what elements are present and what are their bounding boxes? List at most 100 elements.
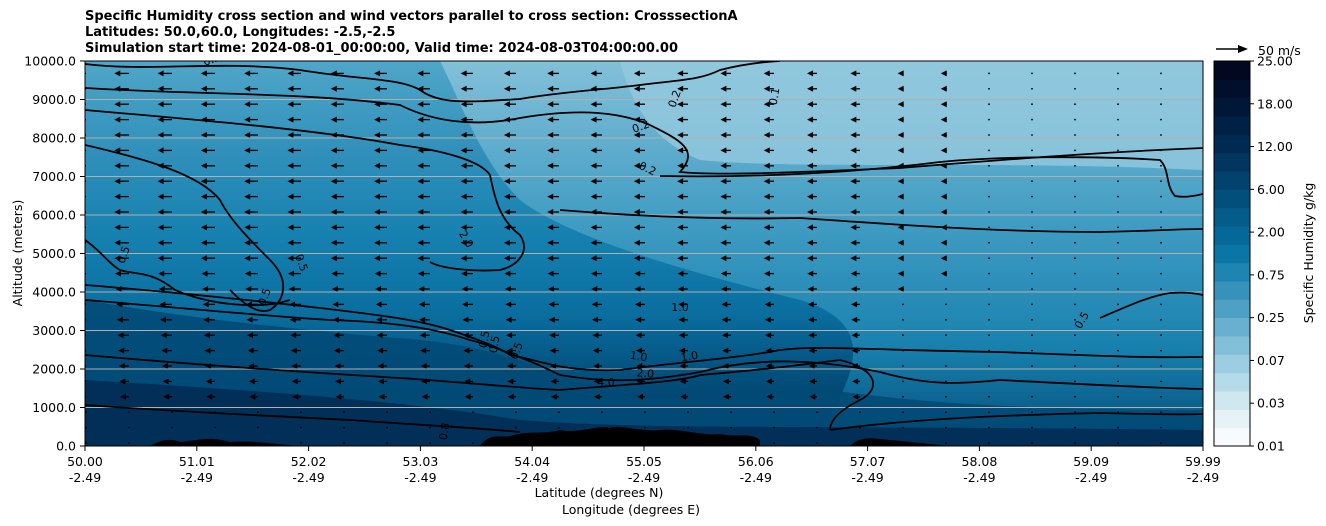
wind-vector — [1074, 241, 1076, 244]
wind-vector-head — [202, 301, 209, 308]
wind-vector — [1074, 257, 1076, 260]
wind-vector-head — [503, 147, 510, 154]
wind-vector-head — [590, 178, 597, 185]
wind-vector-head — [200, 255, 207, 262]
wind-vector — [558, 426, 560, 429]
wind-vector-head — [807, 239, 814, 246]
wind-vector — [1117, 395, 1119, 398]
wind-vector — [1117, 349, 1119, 352]
wind-vector — [1117, 365, 1119, 367]
wind-vector-head — [807, 301, 814, 308]
wind-vector-head — [330, 178, 337, 185]
wind-vector-head — [287, 239, 294, 246]
wind-vector-head — [850, 162, 857, 169]
wind-vector-head — [807, 85, 814, 92]
wind-vector-head — [76, 378, 82, 384]
colorbar-band — [1214, 427, 1250, 447]
wind-vector-head — [590, 147, 597, 154]
wind-vector — [1031, 395, 1033, 398]
wind-vector-head — [77, 394, 83, 400]
wind-vector — [171, 426, 173, 429]
wind-vector-head — [807, 270, 814, 277]
wind-vector-head — [763, 178, 770, 185]
wind-vector-head — [157, 209, 164, 215]
wind-vector — [1074, 288, 1076, 290]
wind-vector — [902, 365, 904, 367]
x-tick-label-longitude: -2.49 — [1075, 470, 1107, 485]
wind-vector-head — [334, 363, 341, 369]
wind-vector-head — [374, 209, 381, 215]
wind-vector-head — [157, 132, 164, 138]
wind-vector-head — [160, 332, 167, 339]
wind-vector-head — [720, 85, 727, 92]
wind-vector — [429, 442, 431, 444]
wind-vector-head — [807, 286, 814, 292]
wind-vector — [1031, 195, 1033, 198]
wind-vector-head — [374, 270, 381, 277]
wind-vector-head — [118, 347, 125, 354]
wind-vector-head — [591, 286, 598, 292]
wind-vector — [988, 149, 990, 152]
wind-vector-head — [330, 255, 337, 262]
wind-vector-head — [244, 85, 251, 92]
wind-vector-head — [850, 255, 857, 262]
wind-vector — [902, 318, 904, 321]
wind-vector — [601, 411, 603, 414]
wind-vector-head — [850, 209, 857, 215]
wind-vector-head — [635, 332, 642, 339]
wind-vector-head — [460, 178, 467, 185]
wind-vector-head — [808, 363, 815, 369]
wind-vector — [257, 411, 259, 414]
wind-vector-head — [549, 332, 556, 339]
wind-vector-head — [460, 209, 467, 215]
wind-vector-head — [633, 239, 640, 246]
wind-vector — [1074, 180, 1076, 183]
wind-vector-head — [678, 301, 685, 308]
wind-vector — [1031, 87, 1033, 90]
wind-vector — [1117, 103, 1119, 106]
contour-label: 0.1 — [767, 87, 783, 106]
wind-vector-head — [203, 316, 210, 323]
contour-label: 0.2 — [201, 51, 222, 69]
wind-vector-head — [679, 347, 686, 354]
humidity-field-upper-dry — [620, 61, 1203, 170]
wind-vector — [1031, 365, 1033, 367]
wind-vector-head — [374, 162, 381, 169]
x-tick-label-longitude: -2.49 — [851, 470, 883, 485]
wind-vector — [773, 442, 775, 444]
wind-vector-head — [940, 132, 947, 138]
wind-vector-head — [418, 301, 425, 308]
wind-vector — [1074, 149, 1076, 152]
x-tick-label-latitude: 54.04 — [514, 454, 550, 469]
wind-vector — [1117, 288, 1119, 290]
wind-vector-head — [200, 85, 207, 92]
wind-vector-head — [374, 132, 381, 138]
wind-vector-head — [503, 224, 510, 231]
wind-vector-head — [591, 301, 598, 308]
wind-vector-head — [421, 393, 428, 400]
wind-vector-head — [850, 116, 857, 123]
wind-vector — [988, 318, 990, 321]
wind-vector-head — [503, 255, 510, 262]
wind-vector-head — [247, 347, 254, 354]
wind-vector-head — [291, 363, 298, 369]
wind-vector-head — [720, 147, 727, 154]
wind-vector-head — [417, 162, 424, 169]
wind-vector-head — [850, 85, 857, 92]
humidity-field-moist-surface — [85, 380, 1203, 446]
wind-vector-head — [287, 178, 294, 185]
wind-vector-head — [249, 393, 256, 400]
wind-vector-head — [120, 393, 127, 400]
wind-vector-head — [764, 286, 771, 292]
wind-vector-head — [721, 286, 728, 292]
contour-lines — [85, 61, 1203, 433]
contour-line — [85, 144, 285, 312]
wind-vectors — [76, 70, 1162, 444]
wind-vector-head — [548, 286, 555, 292]
wind-vector — [1160, 426, 1162, 429]
wind-vector-head — [677, 178, 684, 185]
wind-vector-head — [203, 332, 210, 339]
wind-vector — [687, 426, 689, 429]
contour-label: 0.5 — [115, 244, 133, 265]
wind-vector-head — [200, 239, 207, 246]
